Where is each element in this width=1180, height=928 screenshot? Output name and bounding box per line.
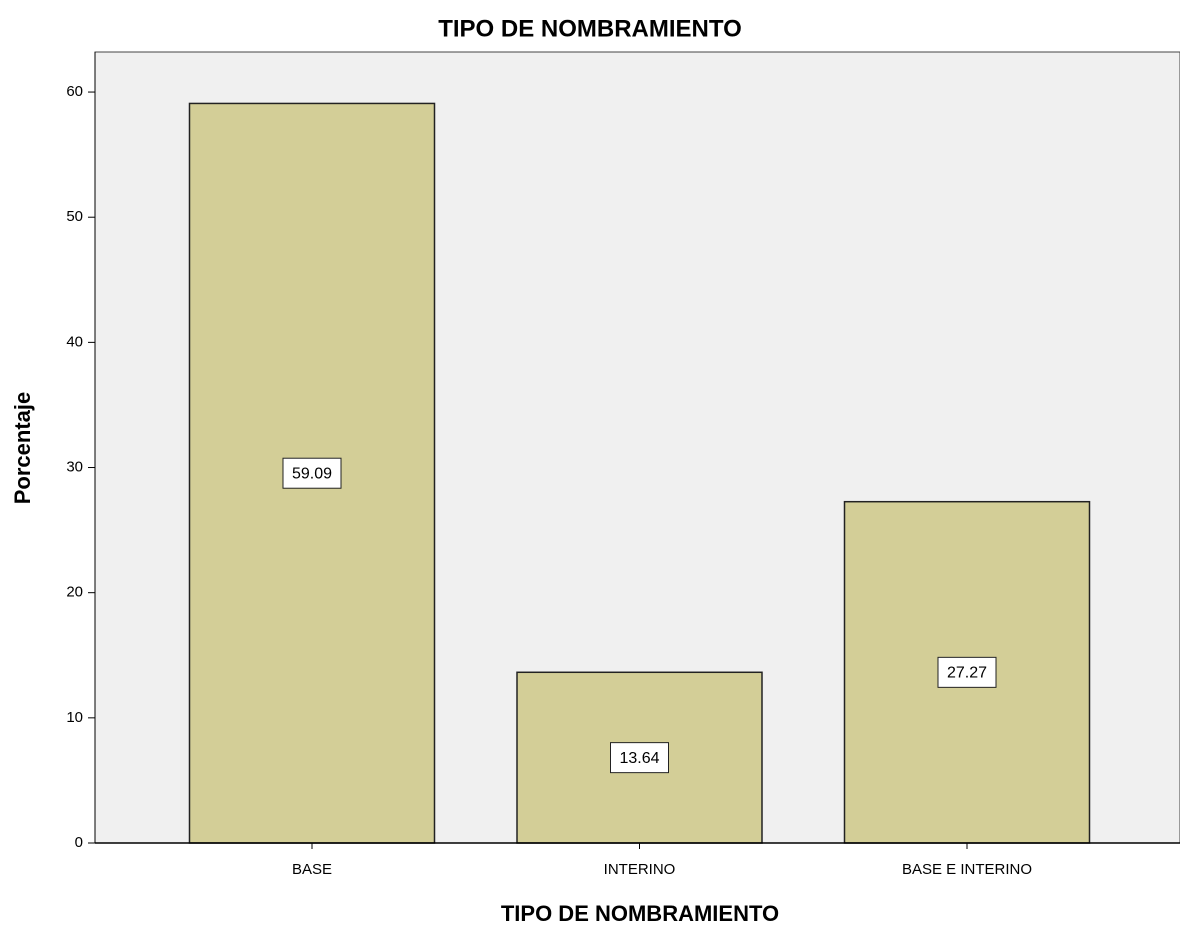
y-tick-label: 0 (75, 834, 83, 851)
data-label-box (610, 742, 669, 774)
data-label: 13.64 (619, 750, 659, 767)
data-label: 27.27 (947, 665, 987, 682)
data-label-box (282, 457, 342, 489)
y-tick-label: 50 (66, 208, 83, 225)
x-tick-label: INTERINO (604, 861, 676, 878)
y-axis-label: Porcentaje (10, 392, 35, 505)
y-tick-label: 60 (66, 83, 83, 100)
y-tick-label: 20 (66, 584, 83, 601)
chart-title: TIPO DE NOMBRAMIENTO (438, 15, 742, 42)
x-tick-label: BASE E INTERINO (902, 861, 1032, 878)
data-label: 59.09 (292, 465, 332, 482)
x-tick-label: BASE (292, 861, 332, 878)
y-tick-label: 30 (66, 458, 83, 475)
data-label-box (937, 656, 997, 688)
x-axis-label: TIPO DE NOMBRAMIENTO (501, 901, 779, 926)
y-tick-label: 40 (66, 333, 83, 350)
y-tick-label: 10 (66, 709, 83, 726)
